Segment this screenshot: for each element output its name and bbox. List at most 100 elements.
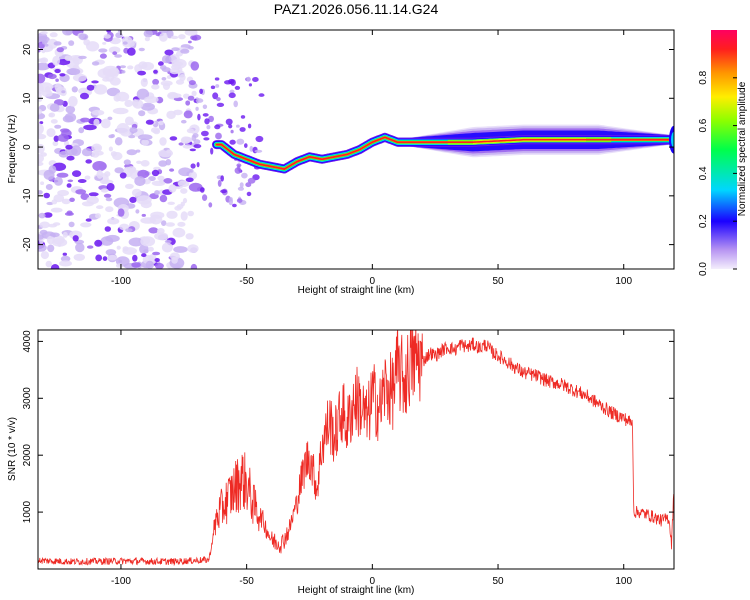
noise-blob [224,80,232,85]
snr-ytick-label: 1000 [22,501,33,524]
noise-blob [176,204,184,210]
noise-blob [100,118,111,129]
noise-blob [125,228,133,233]
noise-blob [185,136,192,142]
noise-blob [191,90,197,97]
noise-blob [124,99,133,107]
noise-blob [62,252,67,256]
noise-blob [122,247,137,255]
noise-blob [239,127,246,132]
snr-xtick-label: -50 [239,576,254,587]
noise-blob [91,80,99,84]
noise-blob [105,206,114,213]
noise-blob [229,139,236,145]
noise-blob [56,172,69,178]
noise-blob [117,208,125,217]
noise-blob [86,41,100,52]
noise-blob [208,115,215,123]
noise-blob [68,40,75,46]
noise-blob [128,134,136,139]
noise-blob [180,211,188,221]
noise-blob [67,179,74,183]
colorbar-label: Normalized spectral amplitude [737,81,748,216]
noise-blob [196,162,200,168]
snr-axes: -100 -50 0 50 100 1000 2000 3000 4000 [22,330,674,587]
noise-blob [141,253,147,258]
noise-blob [38,62,50,71]
colorbar: 0.0 0.2 0.4 0.6 0.8 Normalized spectral ampl… [698,30,748,276]
colorbar-tick-label: 0.4 [698,166,709,180]
noise-blob [161,77,167,81]
noise-blob [188,171,198,180]
noise-blob [184,30,198,36]
snr-marks [38,330,674,567]
noise-blob [109,77,121,86]
spectrogram-ytick-label: -10 [22,188,33,203]
noise-blob [100,236,114,246]
noise-blob [188,80,196,86]
spectrogram-xtick-label: 0 [370,276,376,287]
noise-blob [80,193,90,201]
noise-blob [158,160,168,167]
noise-blob [43,212,53,218]
noise-blob [180,48,190,54]
noise-blob [78,55,87,60]
snr-xtick-label: 100 [615,576,632,587]
noise-blob [91,143,103,153]
noise-blob [148,227,159,234]
noise-blob [220,175,224,182]
noise-blob [78,127,85,134]
spectrogram-frame [37,29,675,270]
noise-blob [65,105,76,114]
noise-blob [52,140,59,147]
colorbar-tick-label: 0.2 [698,214,709,228]
noise-blob [164,49,174,56]
noise-blob [148,246,154,252]
noise-blob [173,246,188,253]
noise-blob [42,40,48,45]
noise-blob [240,115,246,119]
noise-blob [83,124,97,131]
noise-blob [252,77,259,82]
spectrogram-ytick-label: 0 [22,144,33,150]
noise-blob [71,145,82,157]
noise-blob [189,169,194,173]
noise-blob [154,258,160,262]
noise-blob [131,262,141,268]
spectrogram-ytick-label: 20 [22,44,33,56]
noise-blob [98,48,108,53]
noise-blob [53,41,62,46]
noise-blob [153,129,161,135]
noise-blob [180,188,188,194]
noise-blob [152,251,161,256]
noise-blob [51,199,58,205]
noise-blob [93,84,108,95]
noise-blob [136,88,150,100]
noise-blob [156,228,165,234]
noise-blob [68,96,78,107]
noise-blob [78,87,90,95]
noise-blob [95,213,101,219]
noise-blob [132,254,138,262]
noise-blob [138,61,148,69]
noise-blob [172,227,186,238]
noise-blob [59,260,72,267]
spectrogram-ytick-label: 10 [22,92,33,104]
noise-blob [102,42,107,45]
noise-blob [46,128,56,138]
noise-blob [128,237,144,247]
noise-blob [210,147,214,155]
snr-ytick-label: 2000 [22,444,33,467]
noise-blob [159,194,168,203]
noise-blob [53,176,63,186]
noise-blob [132,99,144,109]
noise-blob [129,196,137,203]
noise-blob [245,182,252,188]
edge-blob [671,131,674,148]
noise-blob [102,77,110,82]
noise-blob [216,97,221,102]
noise-blob [107,116,113,121]
noise-blob [229,197,233,202]
noise-blob [201,130,209,137]
noise-blob [64,212,74,216]
